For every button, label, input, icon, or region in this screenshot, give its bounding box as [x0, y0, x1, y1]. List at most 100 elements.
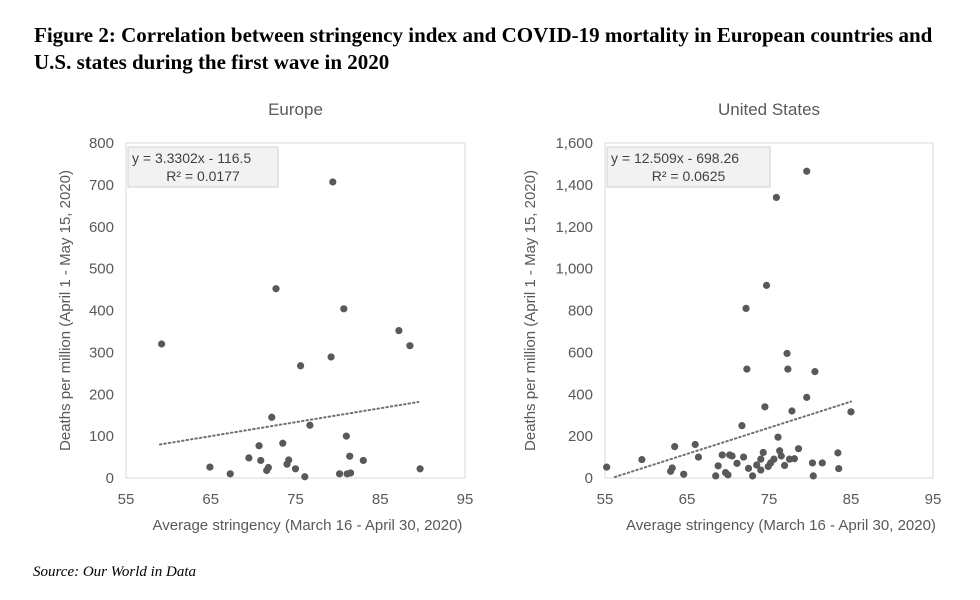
us-data-point: [762, 281, 771, 289]
us-trendline-r2: R² = 0.0625: [652, 168, 726, 184]
europe-data-point: [257, 456, 265, 465]
europe-data-point: [346, 469, 355, 477]
us-data-point: [742, 304, 750, 313]
europe-data-point: [264, 463, 272, 472]
us-trendline: [613, 400, 852, 479]
europe-x-tick-label: 55: [118, 491, 135, 508]
us-data-point: [790, 455, 799, 463]
europe-trendline-equation: y = 3.3302x - 116.5: [132, 150, 251, 166]
europe-data-point: [346, 452, 354, 460]
europe-x-tick-label: 85: [372, 491, 389, 508]
us-y-tick-label: 1,400: [555, 177, 593, 194]
us-data-point: [794, 445, 803, 453]
us-y-tick-label: 400: [568, 386, 593, 403]
us-data-point: [744, 464, 753, 472]
europe-x-tick-label: 95: [457, 491, 474, 508]
us-data-point: [728, 452, 736, 460]
us-data-point: [777, 452, 785, 460]
chart-united-states: United States 0 200 400 600 800 1,000 1,200 1,40…: [522, 100, 941, 534]
us-data-point: [759, 448, 767, 457]
europe-y-tick-label: 800: [89, 135, 114, 152]
europe-data-point: [329, 178, 337, 186]
chart-europe: Europe 0 100 200 300 400 500 600 700 800 55 65 75 85 9…: [57, 100, 474, 534]
us-data-point: [818, 459, 826, 467]
us-data-point: [803, 167, 811, 175]
europe-data-point: [272, 285, 280, 293]
europe-y-tick-label: 400: [89, 303, 114, 320]
us-data-point: [808, 459, 817, 467]
europe-trendline-equation-box: [127, 146, 279, 188]
europe-data-point: [226, 470, 234, 478]
us-data-point: [714, 462, 722, 470]
europe-data-point: [416, 465, 424, 473]
us-data-point: [691, 440, 699, 449]
us-data-point: [770, 455, 778, 463]
us-data-point: [638, 455, 646, 464]
europe-data-point: [255, 442, 263, 450]
europe-y-tick-label: 600: [89, 219, 114, 236]
us-y-axis-label: Deaths per million (April 1 - May 15, 20…: [522, 170, 539, 451]
us-data-point: [712, 472, 720, 480]
us-data-point: [803, 393, 811, 401]
us-y-tick-label: 0: [585, 470, 593, 487]
us-data-point: [753, 461, 761, 469]
europe-data-point: [296, 362, 305, 370]
us-trendline-equation-box: [606, 146, 771, 188]
us-data-point: [749, 472, 757, 480]
europe-x-tick-label: 65: [202, 491, 219, 508]
us-y-tick-label: 200: [568, 428, 593, 445]
europe-trendline-r2: R² = 0.0177: [166, 168, 240, 184]
us-data-point: [811, 368, 819, 376]
figure-source: Source: Our World in Data: [33, 564, 197, 580]
europe-y-tick-label: 200: [89, 386, 114, 403]
us-data-point: [680, 470, 688, 478]
europe-y-tick-label: 100: [89, 428, 114, 445]
europe-data-point: [406, 342, 414, 350]
europe-data-point: [327, 353, 335, 361]
us-x-tick-label: 75: [761, 491, 778, 508]
us-data-point: [724, 471, 732, 479]
us-data-point: [733, 459, 741, 467]
europe-data-point: [285, 456, 293, 464]
europe-y-tick-label: 300: [89, 344, 114, 361]
us-data-point: [788, 407, 796, 415]
us-y-tick-label: 1,600: [555, 135, 593, 152]
europe-data-point: [206, 463, 214, 471]
europe-y-tick-label: 0: [106, 470, 114, 487]
us-trendline-equation: y = 12.509x - 698.26: [611, 150, 739, 166]
europe-data-point: [395, 327, 403, 335]
us-data-point: [738, 422, 746, 430]
europe-x-tick-label: 75: [287, 491, 304, 508]
europe-y-tick-label: 500: [89, 261, 114, 278]
us-x-tick-label: 55: [597, 491, 614, 508]
europe-data-point: [268, 413, 276, 421]
us-x-tick-label: 85: [843, 491, 860, 508]
europe-trendline: [158, 400, 420, 446]
europe-data-point: [359, 456, 367, 465]
us-data-point: [757, 455, 765, 463]
us-data-point: [780, 461, 789, 470]
us-y-tick-label: 1,200: [555, 219, 593, 236]
us-data-point: [757, 466, 765, 474]
us-data-point: [761, 403, 769, 411]
us-plot-area: [604, 142, 934, 479]
us-x-axis-label: Average stringency (March 16 - April 30,…: [626, 517, 936, 534]
europe-y-axis-label: Deaths per million (April 1 - May 15, 20…: [57, 170, 74, 451]
us-data-point: [743, 365, 751, 373]
europe-data-point: [301, 473, 309, 481]
us-y-tick-label: 600: [568, 344, 593, 361]
us-chart-title: United States: [718, 100, 820, 119]
europe-data-point: [157, 340, 166, 348]
europe-data-point: [335, 470, 344, 478]
us-data-point: [834, 449, 842, 457]
europe-plot-area: [125, 142, 466, 479]
europe-data-point: [291, 465, 300, 473]
us-data-point: [739, 453, 748, 461]
europe-data-point: [279, 439, 287, 447]
us-data-point: [603, 463, 611, 471]
europe-chart-title: Europe: [268, 100, 323, 119]
figure-title: Figure 2: Correlation between stringency…: [34, 23, 933, 74]
us-data-point: [783, 349, 791, 358]
us-data-point: [718, 451, 726, 459]
europe-data-point: [306, 421, 314, 429]
